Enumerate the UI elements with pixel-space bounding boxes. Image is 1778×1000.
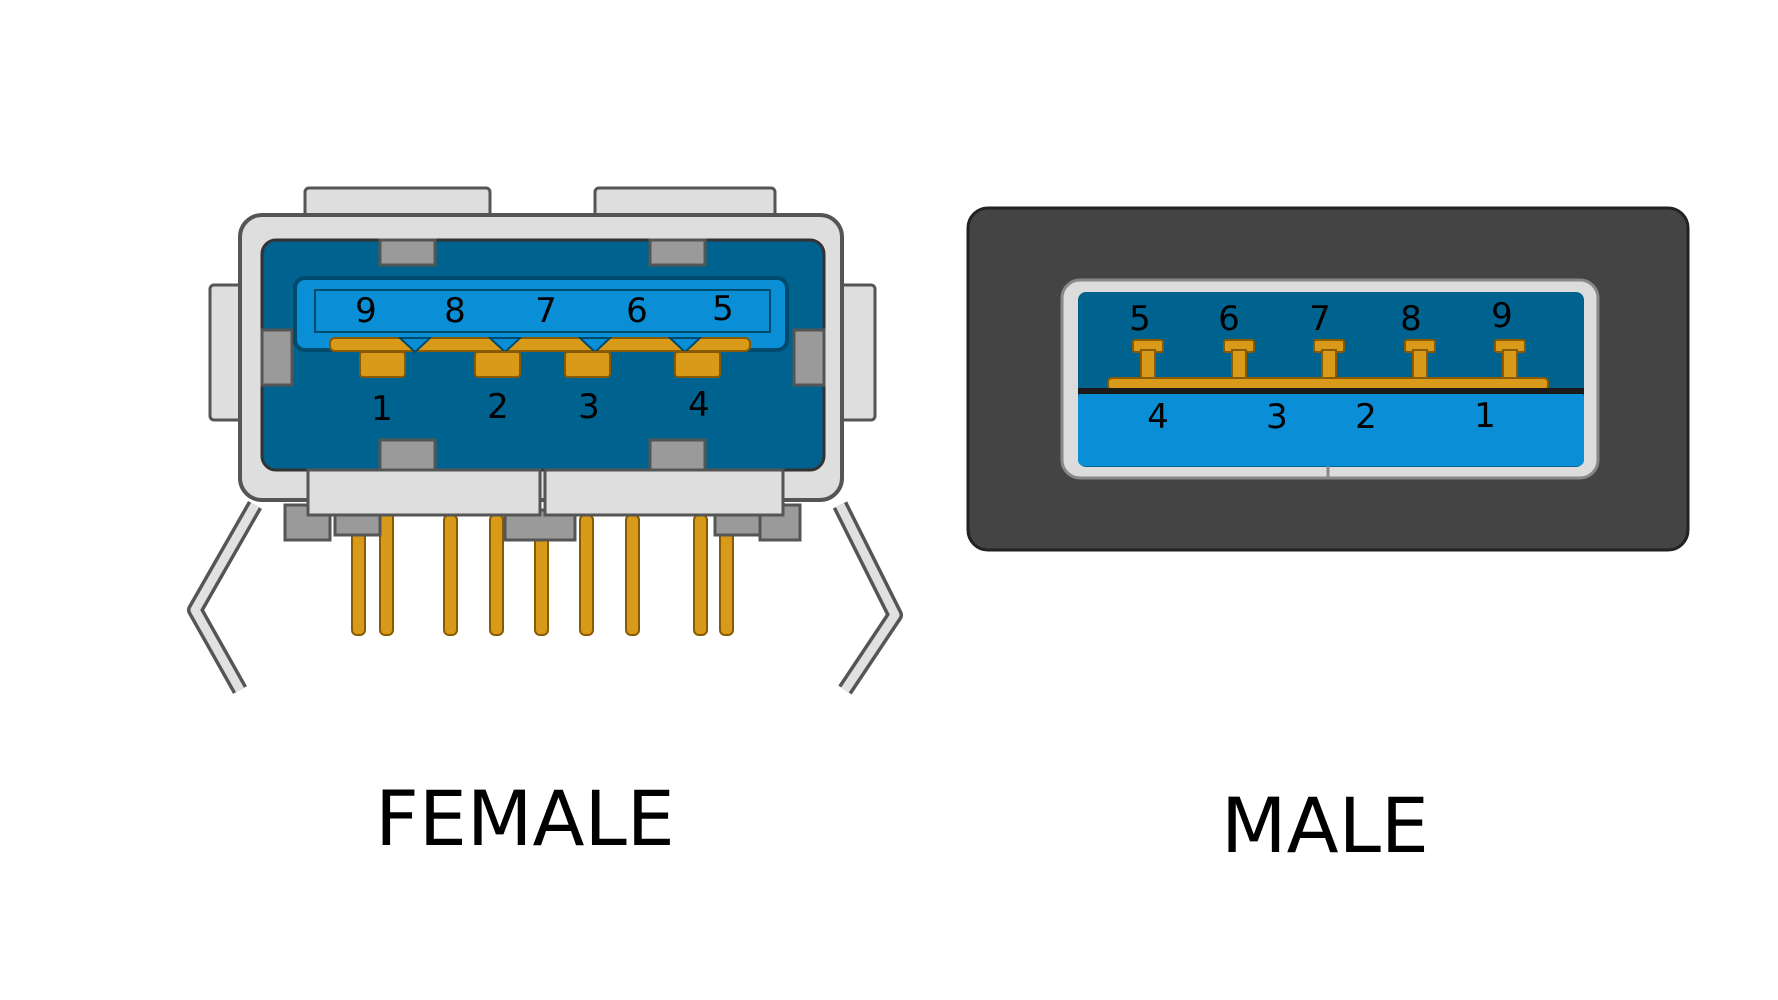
female-bottom-pin-label: 4 [688,385,710,425]
solder-leg-right [832,501,903,695]
female-top-pin-label: 8 [444,291,466,331]
female-caption: FEMALE [375,774,675,863]
male-top-pin-label: 9 [1491,296,1513,336]
male-top-pin-label: 7 [1309,299,1331,339]
female-bottom-pin-label: 1 [371,389,393,429]
female-top-pin-label: 7 [535,291,557,331]
female-bottom-pin-label: 3 [578,387,600,427]
male-top-pin-label: 5 [1129,299,1151,339]
female-receptacle: 9 8 7 6 5 1 2 3 4 [187,186,903,695]
female-top-pin-label: 6 [626,291,648,331]
male-bottom-pin-label: 2 [1355,397,1377,437]
female-top-pin-label: 9 [355,291,377,331]
male-top-pin-label: 6 [1218,299,1240,339]
receptacle-pcb-pins [351,509,734,636]
male-caption: MALE [1221,781,1429,870]
male-bottom-pin-label: 1 [1474,396,1496,436]
plug-superspeed-contacts [1132,339,1526,381]
male-plug: 5 6 7 8 9 4 3 2 1 [966,206,1690,552]
female-bottom-pin-label: 2 [487,387,509,427]
female-top-pin-label: 5 [712,289,734,329]
male-top-pin-label: 8 [1400,299,1422,339]
male-bottom-pin-label: 4 [1147,397,1169,437]
male-bottom-pin-label: 3 [1266,397,1288,437]
solder-leg-left [187,501,262,694]
